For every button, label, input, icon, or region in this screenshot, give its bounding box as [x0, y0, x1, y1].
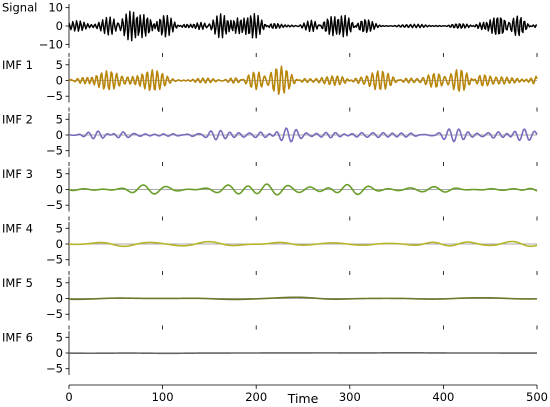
panel-label: Signal: [2, 1, 37, 15]
x-tick-label: 400: [432, 390, 454, 404]
series-line-imf-6: [68, 351, 537, 355]
y-tick-label: −5: [46, 253, 63, 267]
panel-imf-2: IMF 2 5 0 −5: [2, 112, 538, 166]
y-tick-label: 5: [56, 330, 63, 344]
y-tick-label: −5: [46, 307, 63, 321]
series-line-imf-4: [68, 240, 538, 248]
y-tick-label: 0: [56, 74, 63, 88]
y-tick-label: 0: [56, 128, 63, 142]
y-tick-label: 0: [56, 237, 63, 251]
y-tick-label: 0: [56, 183, 63, 197]
panel-imf-4: IMF 4 5 0 −5: [2, 221, 538, 275]
series-line-imf-2: [68, 127, 538, 143]
y-tick-label: 5: [56, 58, 63, 72]
y-tick-label: 5: [56, 221, 63, 235]
series-line-imf-1: [68, 65, 538, 96]
panel-label: IMF 1: [2, 58, 33, 72]
x-tick-label: 500: [526, 390, 548, 404]
series-line-imf-5: [68, 296, 538, 301]
series-line-signal: [68, 10, 538, 42]
y-tick-label: −10: [39, 37, 63, 51]
panel-signal: Signal 10 0 −10: [2, 1, 538, 57]
y-tick-label: −5: [46, 144, 63, 158]
x-tick-label: 0: [65, 390, 72, 404]
y-tick-label: 5: [56, 167, 63, 181]
panel-imf-5: IMF 5 5 0−5: [2, 276, 538, 330]
y-tick-label: −5: [46, 198, 63, 212]
y-tick-label: −5: [46, 89, 63, 103]
x-tick-label: 300: [339, 390, 361, 404]
x-axis: 0 100 200 300 400 500: [65, 384, 548, 404]
y-tick-label: 0: [56, 19, 63, 33]
panel-label: IMF 2: [2, 112, 33, 126]
y-tick-label: 0: [56, 292, 63, 306]
panel-label: IMF 4: [2, 221, 33, 235]
x-tick-label: 200: [245, 390, 267, 404]
x-tick-label: 100: [152, 390, 174, 404]
panel-imf-6: IMF 6 5 0 −5: [2, 330, 537, 376]
y-tick-label: 10: [48, 1, 63, 15]
panel-label: IMF 3: [2, 167, 33, 181]
y-tick-label: −5: [46, 362, 63, 376]
series-line-imf-3: [68, 183, 538, 196]
y-tick-label: 5: [56, 112, 63, 126]
panel-imf-1: IMF 1 5 0−5: [2, 58, 538, 112]
panel-label: IMF 6: [2, 330, 33, 344]
panel-imf-3: IMF 3 5 0−5: [2, 167, 538, 221]
panel-label: IMF 5: [2, 276, 33, 290]
y-tick-label: 5: [56, 276, 63, 290]
x-axis-title: Time: [287, 391, 319, 406]
y-tick-label: 0: [56, 346, 63, 360]
